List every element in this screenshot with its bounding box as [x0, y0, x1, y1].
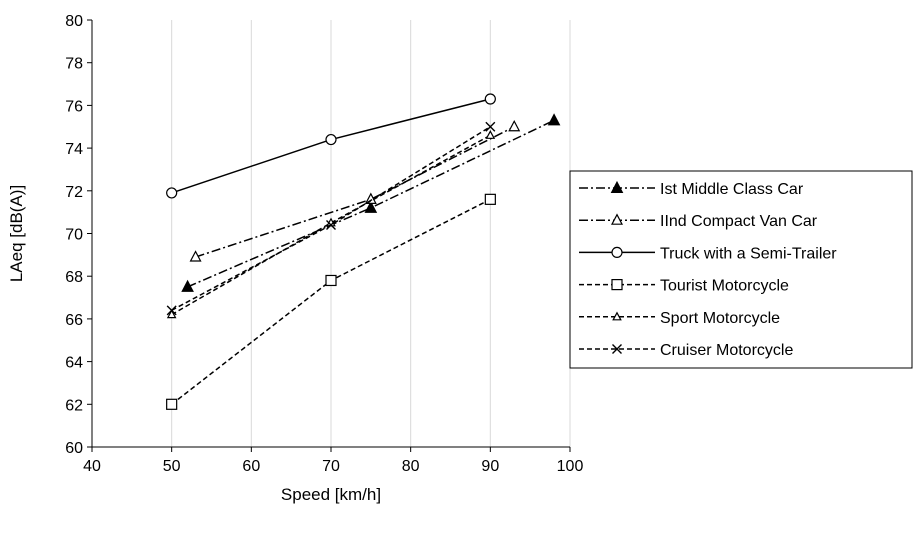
series-line-sport-motorcycle — [171, 134, 491, 316]
legend-entry-cruiser-motorcycle: Cruiser Motorcycle — [579, 342, 793, 359]
y-tick-label: 72 — [65, 184, 83, 201]
legend: Ist Middle Class Car IInd Compact Van Car… — [569, 170, 913, 369]
legend-marker — [612, 344, 622, 354]
data-point-ist-middle-class-car — [364, 200, 378, 213]
legend-label: Truck with a Semi-Trailer — [660, 245, 837, 262]
x-tick-label: 90 — [481, 458, 499, 475]
data-point-truck-with-a-semi-trailer — [484, 93, 496, 105]
axes — [87, 19, 571, 452]
legend-entry-tourist-motorcycle: Tourist Motorcycle — [579, 278, 789, 295]
legend-entry-iind-compact-van-car: IInd Compact Van Car — [579, 213, 818, 230]
y-tick-label: 62 — [65, 397, 83, 414]
y-axis-label: LAeq [dB(A)] — [7, 185, 26, 282]
legend-label: Ist Middle Class Car — [660, 181, 804, 198]
data-point-cruiser-motorcycle — [166, 305, 177, 316]
data-point-iind-compact-van-car — [508, 119, 521, 132]
y-tick-label: 64 — [65, 355, 83, 372]
series-cruiser-motorcycle — [166, 121, 496, 316]
y-tick-label: 68 — [65, 269, 83, 286]
data-point-tourist-motorcycle — [325, 274, 337, 287]
series-group — [166, 93, 561, 410]
series-tourist-motorcycle — [166, 193, 496, 410]
data-point-cruiser-motorcycle — [485, 121, 496, 132]
data-point-iind-compact-van-car — [364, 192, 377, 204]
x-axis-label: Speed [km/h] — [281, 485, 381, 504]
data-point-truck-with-a-semi-trailer — [325, 133, 337, 146]
y-tick-label: 60 — [65, 440, 83, 457]
legend-entry-sport-motorcycle: Sport Motorcycle — [579, 310, 780, 327]
series-truck-with-a-semi-trailer — [166, 93, 496, 199]
x-tick-label: 80 — [402, 458, 420, 475]
legend-label: Tourist Motorcycle — [660, 278, 789, 295]
x-tick-label: 100 — [557, 458, 584, 475]
series-ist-middle-class-car — [181, 113, 561, 292]
x-tick-labels: 40 50 60 70 80 90 100 — [83, 458, 583, 475]
y-tick-labels: 60 62 64 66 68 70 72 74 76 78 80 — [65, 13, 83, 457]
data-point-tourist-motorcycle — [484, 193, 496, 205]
x-tick-label: 40 — [83, 458, 101, 475]
y-tick-label: 80 — [65, 13, 83, 30]
x-tick-label: 50 — [163, 458, 181, 475]
legend-marker — [610, 180, 624, 193]
legend-entry-truck-with-a-semi-trailer: Truck with a Semi-Trailer — [579, 245, 837, 262]
legend-marker — [611, 246, 623, 258]
data-point-tourist-motorcycle — [166, 398, 178, 410]
data-point-sport-motorcycle — [166, 309, 177, 319]
legend-label: Sport Motorcycle — [660, 310, 780, 327]
gridlines — [171, 20, 571, 447]
legend-label: IInd Compact Van Car — [660, 213, 818, 230]
data-point-iind-compact-van-car — [189, 250, 202, 262]
legend-box — [569, 170, 913, 369]
y-tick-label: 66 — [65, 312, 83, 329]
y-tick-label: 76 — [65, 98, 83, 115]
legend-entry-ist-middle-class-car: Ist Middle Class Car — [579, 180, 804, 198]
legend-label: Cruiser Motorcycle — [660, 342, 793, 359]
series-line-iind-compact-van-car — [195, 126, 515, 258]
x-tick-label: 70 — [322, 458, 340, 475]
data-point-sport-motorcycle — [485, 130, 496, 139]
data-point-truck-with-a-semi-trailer — [166, 187, 178, 199]
legend-marker — [612, 311, 622, 321]
x-tick-label: 60 — [242, 458, 260, 475]
y-tick-label: 74 — [65, 141, 83, 158]
legend-marker — [611, 279, 623, 291]
y-tick-label: 78 — [65, 56, 83, 73]
series-iind-compact-van-car — [189, 119, 521, 262]
data-point-ist-middle-class-car — [547, 113, 561, 126]
legend-marker — [611, 213, 623, 225]
data-point-ist-middle-class-car — [181, 279, 194, 292]
y-tick-label: 70 — [65, 227, 83, 244]
data-point-cruiser-motorcycle — [326, 219, 336, 230]
